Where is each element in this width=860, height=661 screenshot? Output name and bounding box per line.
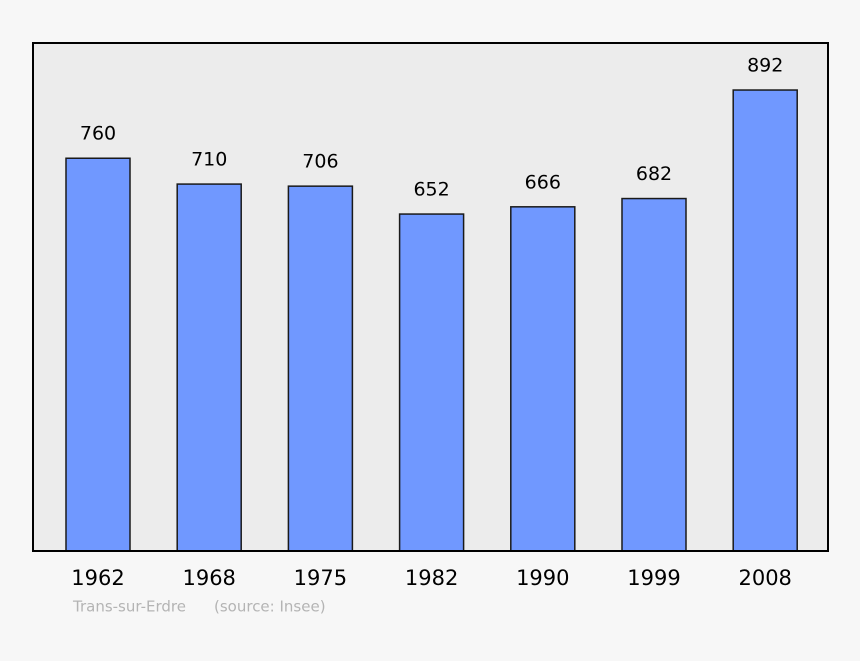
value-label: 706 <box>302 151 338 173</box>
x-tick-label: 2008 <box>738 566 791 590</box>
bar <box>65 157 131 552</box>
value-label: 760 <box>80 123 116 145</box>
x-tick-label: 1982 <box>405 566 458 590</box>
bar <box>176 183 242 552</box>
value-label: 710 <box>191 149 227 171</box>
value-label: 892 <box>747 55 783 77</box>
bar <box>621 197 687 552</box>
x-tick-label: 1990 <box>516 566 569 590</box>
bar <box>732 89 798 552</box>
bar <box>287 185 354 552</box>
bar <box>398 213 465 552</box>
x-tick-label: 1975 <box>294 566 347 590</box>
bar <box>510 206 576 552</box>
source-note: (source: Insee) <box>214 598 326 616</box>
x-tick-label: 1962 <box>71 566 124 590</box>
place-note: Trans-sur-Erdre <box>72 598 186 616</box>
value-label: 652 <box>413 179 449 201</box>
x-tick-label: 1968 <box>182 566 235 590</box>
value-label: 666 <box>525 171 561 193</box>
value-label: 682 <box>636 163 672 185</box>
x-tick-label: 1999 <box>627 566 680 590</box>
